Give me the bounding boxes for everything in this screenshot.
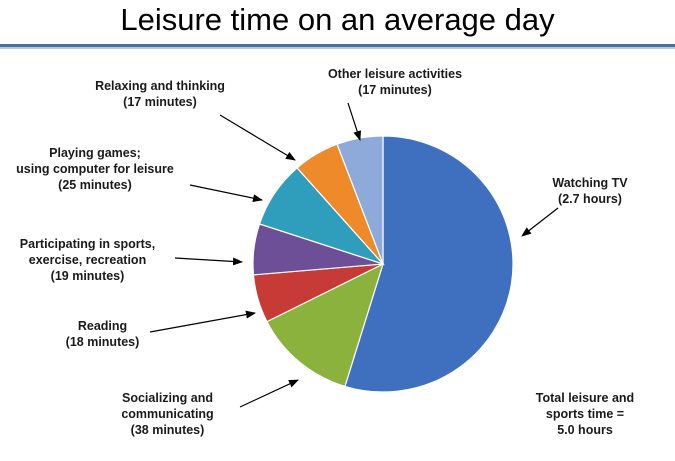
label-relaxing: Relaxing and thinking (17 minutes) bbox=[60, 78, 260, 110]
label-socializing-line3: (38 minutes) bbox=[130, 423, 205, 437]
pie-slice-watching-tv bbox=[344, 135, 514, 393]
label-socializing: Socializing and communicating (38 minute… bbox=[95, 390, 240, 438]
total-annotation-line3: 5.0 hours bbox=[557, 423, 613, 437]
pie-slice-socializing bbox=[266, 262, 384, 388]
arrow-relaxing bbox=[219, 114, 296, 161]
label-sports-line1: Participating in sports, bbox=[19, 237, 156, 251]
label-watching-tv-line1: Watching TV bbox=[552, 176, 628, 190]
arrow-other bbox=[347, 102, 362, 141]
title-underline bbox=[0, 44, 675, 47]
label-arrows bbox=[149, 102, 559, 408]
label-sports: Participating in sports, exercise, recre… bbox=[0, 236, 175, 284]
arrow-watching-tv bbox=[521, 207, 559, 237]
label-relaxing-line1: Relaxing and thinking bbox=[95, 79, 225, 93]
label-games-line2: using computer for leisure bbox=[16, 162, 174, 176]
label-reading-line2: (18 minutes) bbox=[65, 335, 140, 349]
label-socializing-line1: Socializing and bbox=[122, 391, 213, 405]
arrow-socializing bbox=[239, 379, 299, 408]
label-other: Other leisure activities (17 minutes) bbox=[300, 66, 490, 98]
label-reading: Reading (18 minutes) bbox=[40, 318, 165, 350]
label-games: Playing games; using computer for leisur… bbox=[0, 145, 190, 193]
label-other-line1: Other leisure activities bbox=[327, 67, 463, 81]
title-underline-shadow bbox=[0, 47, 675, 49]
total-annotation: Total leisure and sports time = 5.0 hour… bbox=[515, 390, 655, 438]
total-annotation-line1: Total leisure and bbox=[535, 391, 635, 405]
pie-slices bbox=[252, 135, 514, 393]
arrow-reading bbox=[149, 310, 256, 333]
label-sports-line2: exercise, recreation bbox=[28, 253, 147, 267]
label-watching-tv-line2: (2.7 hours) bbox=[558, 192, 622, 206]
label-socializing-line2: communicating bbox=[121, 407, 214, 421]
chart-title: Leisure time on an average day bbox=[120, 2, 555, 37]
label-other-line2: (17 minutes) bbox=[358, 83, 432, 97]
label-sports-line3: (19 minutes) bbox=[50, 269, 125, 283]
arrow-games bbox=[189, 184, 263, 203]
label-reading-line1: Reading bbox=[77, 319, 128, 333]
total-annotation-line2: sports time = bbox=[545, 407, 625, 421]
arrow-sports bbox=[174, 257, 243, 266]
label-games-line3: (25 minutes) bbox=[58, 178, 132, 192]
label-relaxing-line2: (17 minutes) bbox=[123, 95, 197, 109]
label-games-line1: Playing games; bbox=[49, 146, 141, 160]
label-watching-tv: Watching TV (2.7 hours) bbox=[520, 175, 660, 207]
